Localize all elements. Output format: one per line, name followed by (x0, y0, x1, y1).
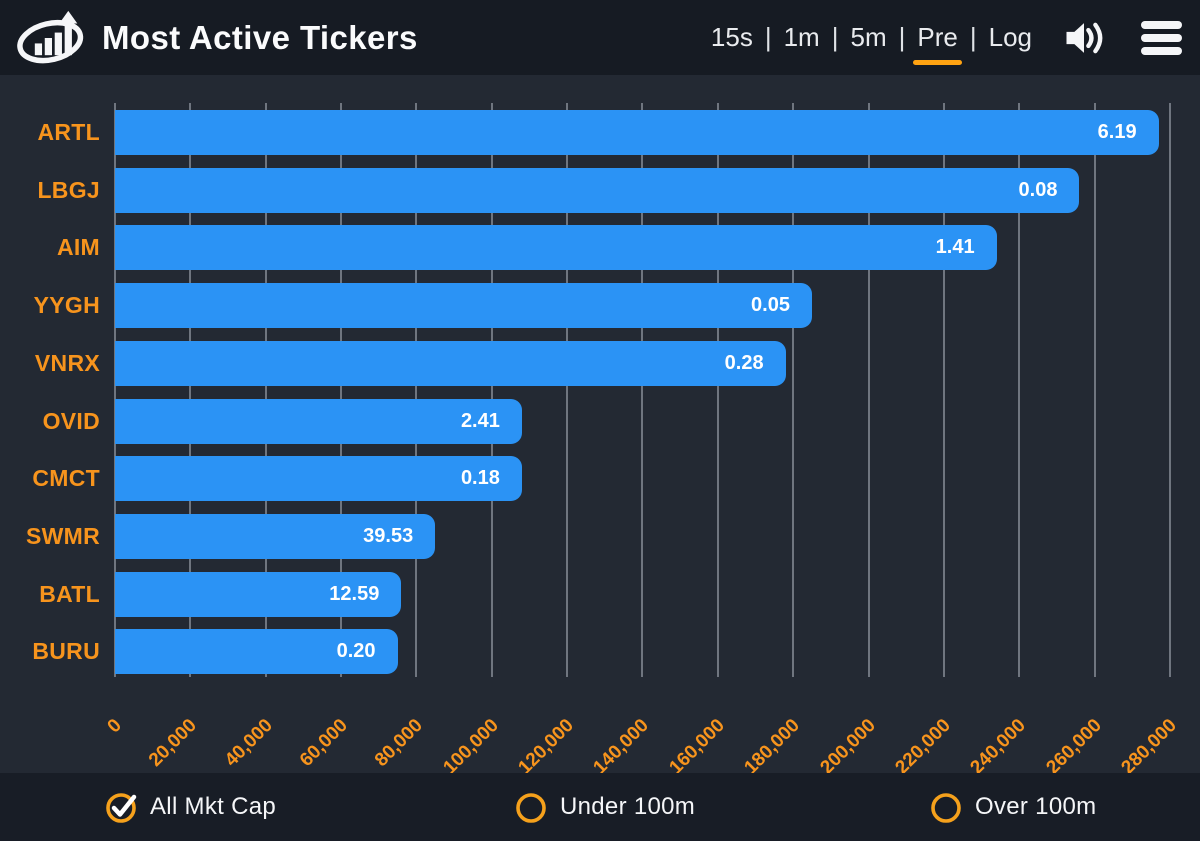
price-label: 2.41 (460, 409, 500, 432)
gridline (490, 103, 493, 677)
gridline (264, 103, 267, 677)
ticker-symbol: YYGH (33, 292, 100, 319)
price-label: 0.20 (336, 640, 376, 663)
ticker-symbol: BURU (32, 638, 100, 665)
volume-bar-vnrx[interactable]: 0.28 (115, 340, 786, 386)
filter-label: Over 100m (975, 793, 1097, 820)
interval-separator: | (764, 22, 772, 52)
filter-all-mkt-cap[interactable]: All Mkt Cap (103, 773, 276, 841)
price-label: 12.59 (329, 582, 380, 605)
hamburger-bar (1141, 46, 1182, 55)
interval-separator: | (898, 22, 906, 52)
interval-5m[interactable]: 5m (850, 22, 887, 52)
ticker-row-artl[interactable]: ARTL 6.19 (0, 110, 1200, 155)
market-cap-filter-bar: All Mkt Cap Under 100m Over 100m (0, 773, 1200, 841)
interval-separator: | (831, 22, 839, 52)
volume-bar-artl[interactable]: 6.19 (115, 110, 1159, 155)
volume-bar-lbgj[interactable]: 0.08 (115, 167, 1080, 213)
radio-unchecked-icon (516, 793, 546, 823)
price-label: 0.05 (751, 294, 790, 317)
ticker-row-yygh[interactable]: YYGH 0.05 (0, 283, 1200, 329)
ticker-symbol: AIM (56, 234, 100, 261)
gridline (114, 103, 116, 677)
growth-chart-logo-icon (17, 10, 84, 63)
filter-under-100m[interactable]: Under 100m (513, 773, 695, 841)
interval-15s[interactable]: 15s (710, 22, 753, 52)
price-label: 0.18 (460, 467, 500, 490)
gridline (189, 103, 192, 677)
ticker-row-cmct[interactable]: CMCT 0.18 (0, 456, 1200, 502)
volume-bar-cmct[interactable]: 0.18 (115, 456, 522, 502)
interval-switcher: 15s | 1m | 5m | Pre | Log (710, 20, 1033, 65)
ticker-row-aim[interactable]: AIM 1.41 (0, 225, 1200, 271)
gridline (1168, 103, 1171, 677)
ticker-row-vnrx[interactable]: VNRX 0.28 (0, 340, 1200, 386)
page-title: Most Active Tickers (102, 18, 418, 56)
gridline (566, 103, 569, 677)
hamburger-menu-button[interactable] (1141, 19, 1182, 57)
ticker-symbol: VNRX (34, 349, 100, 376)
hamburger-bar (1141, 20, 1182, 29)
ticker-symbol: LBGJ (37, 176, 100, 203)
hamburger-bar (1141, 33, 1182, 42)
volume-bar-swmr[interactable]: 39.53 (115, 513, 436, 559)
header-controls: 15s | 1m | 5m | Pre | Log (710, 19, 1182, 65)
gridline (641, 103, 644, 677)
ticker-row-ovid[interactable]: OVID 2.41 (0, 398, 1200, 444)
filter-label: Under 100m (560, 793, 696, 820)
price-label: 0.28 (724, 351, 764, 374)
volume-bar-batl[interactable]: 12.59 (115, 571, 402, 617)
ticker-row-swmr[interactable]: SWMR 39.53 (0, 513, 1200, 559)
volume-bar-yygh[interactable]: 0.05 (115, 283, 812, 329)
gridline (792, 103, 795, 677)
ticker-symbol: SWMR (25, 522, 100, 549)
volume-bar-buru[interactable]: 0.20 (115, 629, 398, 675)
volume-bar-ovid[interactable]: 2.41 (115, 398, 522, 444)
ticker-symbol: ARTL (37, 119, 100, 145)
gridline (415, 103, 418, 677)
interval-pre[interactable]: Pre (913, 20, 963, 65)
ticker-row-batl[interactable]: BATL 12.59 (0, 571, 1200, 617)
filter-label: All Mkt Cap (150, 793, 276, 820)
volume-bar-aim[interactable]: 1.41 (115, 225, 997, 271)
price-label: 1.41 (935, 236, 975, 259)
price-label: 6.19 (1097, 121, 1137, 143)
gridline (942, 103, 945, 677)
ticker-row-lbgj[interactable]: LBGJ 0.08 (0, 167, 1200, 213)
gridline (867, 103, 870, 677)
interval-log[interactable]: Log (988, 22, 1032, 52)
ticker-row-buru[interactable]: BURU 0.20 (0, 629, 1200, 675)
radio-checked-icon (106, 793, 137, 823)
ticker-symbol: OVID (42, 407, 100, 434)
most-active-tickers-chart: ARTL 6.19 LBGJ 0.08 AIM 1.41 YYGH 0.05 VNRX 0.28 O… (0, 75, 1200, 778)
sound-toggle-button[interactable] (1063, 19, 1105, 57)
price-label: 39.53 (363, 524, 414, 547)
gridline (1018, 103, 1021, 677)
gridline (716, 103, 719, 677)
price-label: 0.08 (1018, 178, 1058, 201)
ticker-symbol: CMCT (32, 465, 100, 492)
gridline (1093, 103, 1096, 677)
gridline (340, 103, 343, 677)
filter-over-100m[interactable]: Over 100m (928, 773, 1096, 841)
radio-unchecked-icon (931, 793, 961, 823)
speaker-icon (1066, 22, 1103, 53)
ticker-symbol: BATL (39, 580, 100, 607)
interval-separator: | (969, 22, 977, 52)
app-header: Most Active Tickers 15s | 1m | 5m | Pre | Log (0, 0, 1200, 75)
interval-1m[interactable]: 1m (783, 22, 820, 52)
